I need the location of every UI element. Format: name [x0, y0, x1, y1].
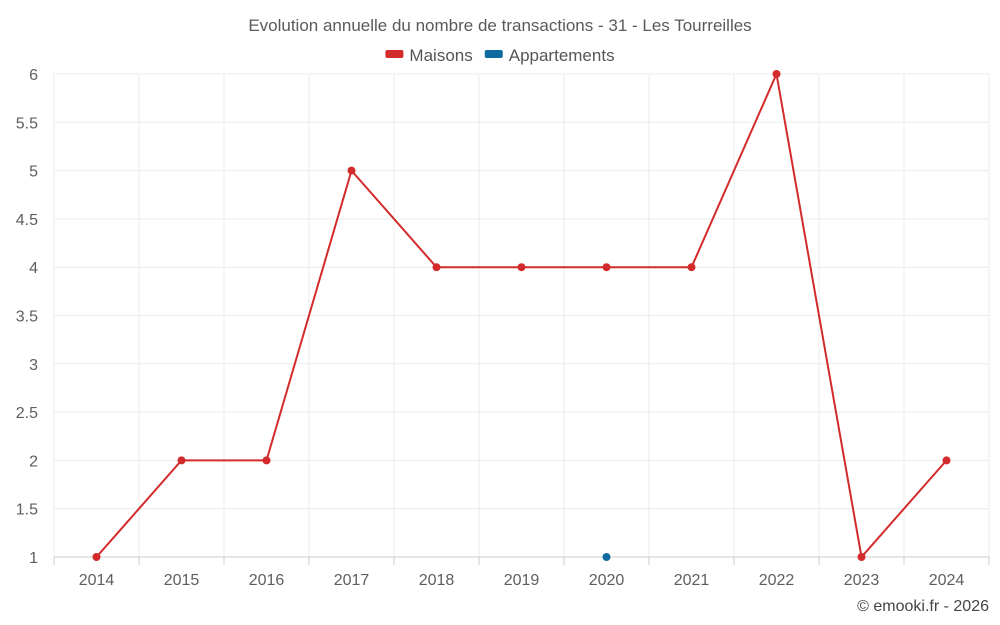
- legend-swatch: [385, 50, 404, 58]
- credit-text: © emooki.fr - 2026: [857, 598, 989, 615]
- data-point[interactable]: [602, 263, 611, 272]
- series: [92, 70, 951, 561]
- y-tick-label: 2: [29, 453, 38, 470]
- y-tick-label: 1.5: [16, 502, 38, 519]
- x-tick-label: 2016: [249, 572, 285, 589]
- x-tick-label: 2014: [79, 572, 115, 589]
- x-tick-label: 2022: [759, 572, 795, 589]
- data-point[interactable]: [772, 70, 781, 78]
- legend: Maisons Appartements: [385, 46, 615, 65]
- legend-item-maisons[interactable]: Maisons: [385, 46, 473, 65]
- data-point[interactable]: [942, 456, 951, 465]
- y-tick-label: 6: [29, 67, 38, 84]
- x-tick-label: 2018: [419, 572, 455, 589]
- x-tick-label: 2020: [589, 572, 625, 589]
- legend-label: Appartements: [509, 46, 615, 65]
- y-tick-label: 3: [29, 357, 38, 374]
- data-point[interactable]: [92, 553, 101, 561]
- legend-label: Maisons: [409, 46, 472, 65]
- data-point[interactable]: [517, 263, 526, 272]
- data-point[interactable]: [687, 263, 696, 272]
- axes: 1 1.5 2 2.5 3 3.5 4 4.5 5 5.5 6 2014 2015 2016 2017 201…: [16, 67, 990, 589]
- legend-item-appartements[interactable]: Appartements: [484, 46, 615, 65]
- y-tick-label: 2.5: [16, 405, 38, 422]
- x-tick-label: 2019: [504, 572, 540, 589]
- grid: [53, 73, 990, 558]
- y-tick-label: 1: [29, 550, 38, 567]
- y-tick-label: 5.5: [16, 115, 38, 132]
- y-tick-label: 4: [29, 260, 38, 277]
- data-point[interactable]: [262, 456, 271, 465]
- data-point[interactable]: [432, 263, 441, 272]
- chart-title: Evolution annuelle du nombre de transact…: [248, 16, 751, 35]
- series-maisons: [92, 70, 951, 561]
- legend-swatch: [484, 50, 503, 58]
- x-tick-label: 2021: [674, 572, 710, 589]
- x-tick-label: 2023: [844, 572, 880, 589]
- x-tick-label: 2017: [334, 572, 370, 589]
- data-point[interactable]: [347, 166, 356, 175]
- x-tick-label: 2015: [164, 572, 200, 589]
- data-point[interactable]: [857, 553, 866, 561]
- y-tick-label: 3.5: [16, 309, 38, 326]
- data-point[interactable]: [177, 456, 186, 465]
- data-point[interactable]: [602, 553, 611, 561]
- y-tick-label: 4.5: [16, 212, 38, 229]
- series-appartements: [602, 553, 611, 561]
- x-tick-label: 2024: [929, 572, 965, 589]
- y-tick-label: 5: [29, 164, 38, 181]
